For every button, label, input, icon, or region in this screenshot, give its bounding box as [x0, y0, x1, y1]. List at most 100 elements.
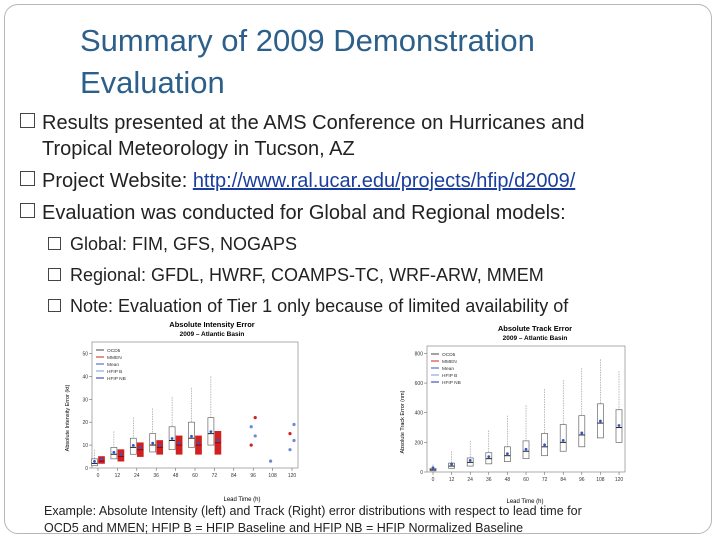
mean-point: [197, 441, 200, 445]
mean-point: [524, 447, 528, 451]
outlier-point: [253, 416, 257, 420]
x-tick-label: 60: [192, 473, 198, 479]
x-tick-label: 48: [505, 477, 511, 483]
bullet-evaluation: Evaluation was conducted for Global and …: [20, 200, 710, 226]
outlier-point: [292, 438, 296, 443]
mean-point: [506, 452, 509, 456]
legend-entry: MMEN: [442, 359, 457, 365]
mean-point: [450, 462, 453, 466]
y-tick-label: 0: [85, 466, 88, 472]
legend-entry: HFIP B: [107, 369, 122, 375]
bullet-list: Results presented at the AMS Conference …: [20, 110, 710, 325]
bullet-evaluation-text: Evaluation was conducted for Global and …: [42, 202, 566, 224]
sub-bullet-note-text: Note: Evaluation of Tier 1 only because …: [70, 296, 569, 316]
mean-point: [543, 443, 546, 447]
mean-point: [112, 450, 116, 454]
y-tick-label: 30: [82, 397, 88, 403]
x-tick-label: 108: [268, 473, 277, 479]
y-tick-label: 800: [415, 351, 424, 357]
x-tick-label: 84: [560, 477, 566, 483]
website-prefix: Project Website:: [42, 170, 193, 192]
x-tick-label: 108: [596, 477, 605, 483]
mean-point: [468, 458, 472, 462]
y-tick-label: 200: [415, 440, 424, 446]
x-tick-label: 24: [134, 473, 140, 479]
outlier-point: [269, 459, 273, 463]
mean-point: [93, 460, 96, 463]
checkbox-bullet-icon: [48, 268, 61, 281]
outlier-point: [288, 448, 292, 452]
mean-point: [617, 424, 621, 427]
box: [188, 421, 195, 448]
x-tick-label: 60: [523, 477, 529, 483]
title-line-1: Summary of 2009 Demonstration: [80, 23, 535, 58]
mean-point: [190, 434, 193, 438]
mean-point: [580, 431, 584, 435]
x-tick-label: 120: [615, 477, 624, 483]
mean-point: [151, 441, 155, 445]
project-website-link[interactable]: http://www.ral.ucar.edu/projects/hfip/d2…: [192, 170, 576, 192]
x-tick-label: 0: [97, 473, 100, 479]
legend-entry: OCD5: [442, 352, 456, 358]
box: [559, 424, 567, 452]
y-tick-label: 600: [415, 381, 424, 387]
y-axis-label: Absolute Track Error (nm): [400, 390, 406, 453]
sub-bullet-global: Global: FIM, GFS, NOGAPS: [34, 232, 710, 256]
mean-point: [138, 446, 142, 450]
outlier-point: [253, 434, 257, 438]
outlier-point: [292, 422, 296, 427]
y-tick-label: 50: [82, 351, 88, 357]
y-tick-label: 400: [415, 411, 424, 417]
plot-area: 0 200 400 600 800 0 12 24 36 48 60 72 84 96 108 120 OCD5…: [415, 345, 626, 483]
title-line-2: Evaluation: [80, 65, 225, 100]
x-tick-label: 72: [212, 473, 218, 479]
sub-bullet-regional: Regional: GFDL, HWRF, COAMPS-TC, WRF-ARW…: [34, 263, 710, 287]
outlier-point: [288, 432, 292, 436]
mean-point: [177, 441, 181, 445]
legend-entry: HFIP NB: [442, 380, 461, 386]
y-tick-label: 40: [82, 374, 88, 380]
legend-entry: HFIP NB: [107, 376, 126, 382]
y-tick-label: 10: [82, 443, 88, 449]
x-tick-label: 96: [250, 473, 256, 479]
outlier-point: [249, 443, 253, 447]
chart-title: Absolute Intensity Error: [169, 320, 255, 329]
track-error-chart: Absolute Track Error 2009 – Atlantic Bas…: [395, 322, 635, 507]
caption-line-2: OCD5 and MMEN; HFIP B = HFIP Baseline an…: [44, 521, 524, 535]
x-axis-label: Lead Time (h): [506, 499, 543, 505]
outlier-point: [249, 425, 253, 429]
legend-entry: Mean: [107, 362, 119, 368]
mean-point: [131, 443, 135, 447]
bullet-conference-line-1: Results presented at the AMS Conference …: [42, 112, 585, 134]
mean-point: [487, 455, 491, 459]
figure-caption: Example: Absolute Intensity (left) and T…: [44, 503, 684, 537]
plot-frame: [91, 341, 299, 469]
y-tick-label: 0: [420, 470, 423, 476]
checkbox-bullet-icon: [20, 113, 35, 128]
x-tick-label: 36: [486, 477, 492, 483]
plot-area: 0 10 20 30 40 50 0 12 24 36 48 60 72 84 96 108 120 OCD5MM…: [82, 341, 299, 479]
checkbox-bullet-icon: [20, 203, 35, 218]
chart-title: Absolute Track Error: [498, 324, 572, 333]
x-tick-label: 12: [115, 473, 121, 479]
mean-point: [209, 430, 213, 434]
sub-bullet-global-text: Global: FIM, GFS, NOGAPS: [70, 234, 298, 254]
caption-line-1: Example: Absolute Intensity (left) and T…: [44, 504, 582, 518]
bullet-website: Project Website: http://www.ral.ucar.edu…: [20, 168, 710, 194]
legend-entry: HFIP B: [442, 373, 457, 379]
mean-point: [119, 453, 123, 456]
x-axis-label: Lead Time (h): [223, 497, 260, 503]
y-tick-label: 20: [82, 420, 88, 426]
checkbox-bullet-icon: [20, 171, 35, 186]
x-tick-label: 48: [173, 473, 179, 479]
x-tick-label: 120: [288, 473, 297, 479]
checkbox-bullet-icon: [48, 237, 61, 250]
mean-point: [599, 419, 602, 423]
bullet-conference-line-2: Tropical Meteorology in Tucson, AZ: [42, 138, 355, 160]
chart-subtitle: 2009 – Atlantic Basin: [180, 331, 245, 338]
mean-point: [431, 466, 435, 470]
sub-bullet-note: Note: Evaluation of Tier 1 only because …: [34, 294, 710, 318]
x-tick-label: 36: [153, 473, 159, 479]
x-tick-label: 84: [231, 473, 237, 479]
bullet-conference: Results presented at the AMS Conference …: [20, 110, 710, 162]
